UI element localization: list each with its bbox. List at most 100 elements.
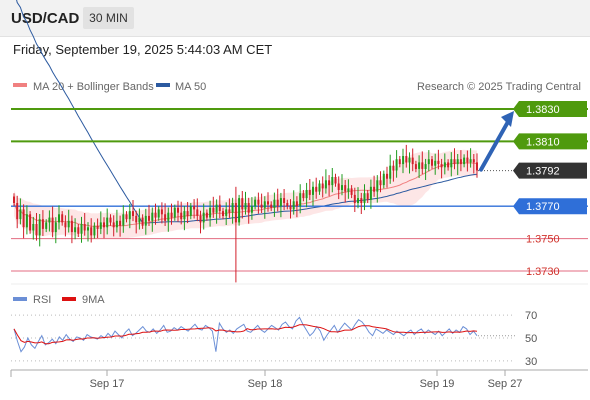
candle [32, 216, 35, 240]
rsi-tick-30: 30 [525, 356, 537, 368]
rsi-path [13, 316, 478, 353]
level-label-1.3730: 1.3730 [526, 266, 560, 278]
candle-body [270, 204, 273, 208]
rsi-ma9-line [13, 324, 478, 345]
candle [45, 219, 48, 233]
candle [472, 154, 475, 174]
candle-body [234, 203, 237, 223]
candles [13, 144, 478, 283]
candle [402, 148, 405, 174]
arrow-shaft [479, 118, 511, 172]
candle-body [54, 222, 57, 233]
candle-body [247, 203, 250, 213]
candle [376, 175, 379, 203]
currency-pair-title: USD/CAD [11, 10, 80, 27]
rsi-ma9-path [13, 324, 478, 345]
candle-body [476, 162, 478, 171]
candle [173, 204, 176, 221]
candle-body [93, 225, 96, 236]
candle [257, 192, 260, 214]
level-tag-1.3830: 1.3830 [513, 101, 587, 117]
candle [324, 169, 327, 194]
candle-body [286, 203, 289, 207]
candle-body [222, 211, 224, 216]
candle-body [347, 188, 350, 192]
candle-body [337, 183, 340, 190]
candle [424, 158, 427, 180]
ma9-legend-swatch [62, 297, 76, 301]
candle-body [353, 194, 356, 203]
candle [302, 190, 305, 202]
candle-body [70, 220, 73, 233]
level-label-1.3810: 1.3810 [526, 136, 560, 148]
candle-body [331, 177, 334, 186]
candle [273, 192, 276, 217]
candle-body [328, 180, 331, 186]
candle [305, 182, 308, 208]
candle-body [466, 157, 469, 163]
candle-body [459, 159, 462, 165]
candle [279, 192, 282, 218]
candle [463, 154, 466, 168]
level-label-1.3750: 1.3750 [526, 234, 560, 246]
candle [263, 196, 266, 219]
candle-body [199, 215, 202, 223]
candle [350, 185, 353, 199]
ma50-line [16, 0, 478, 224]
candle [312, 181, 314, 206]
candle [234, 186, 237, 283]
candle [128, 203, 131, 229]
candle [398, 156, 401, 168]
chart-datetime: Friday, September 19, 2025 5:44:03 AM CE… [13, 42, 273, 57]
candle-body [315, 186, 318, 192]
candle [443, 153, 446, 175]
candle-body [202, 212, 205, 223]
candle [244, 191, 247, 215]
candle [170, 203, 173, 225]
candle [83, 213, 86, 236]
candle-body [273, 199, 276, 208]
candle-body [103, 222, 105, 228]
candle [199, 210, 202, 234]
candle-body [51, 217, 54, 233]
candle [347, 179, 350, 199]
candle [209, 200, 212, 227]
candle [189, 203, 192, 220]
candle [61, 211, 64, 226]
candle-body [115, 220, 118, 228]
candle-body [250, 206, 253, 213]
candle-body [283, 198, 286, 203]
candle-body [254, 199, 257, 207]
candle [328, 175, 331, 197]
timeframe-button[interactable]: 30 MIN [83, 7, 134, 29]
candle [54, 217, 57, 244]
candle-body [209, 207, 212, 218]
candle [395, 150, 398, 178]
candle [119, 215, 122, 237]
candle [231, 197, 234, 224]
level-label-1.3830: 1.3830 [526, 104, 560, 116]
candle-body [418, 162, 421, 169]
candle [80, 216, 83, 243]
candle [202, 203, 205, 230]
candle [157, 206, 160, 221]
ma50-legend-label: MA 50 [175, 81, 206, 93]
candle-body [241, 198, 244, 210]
candle-body [25, 214, 28, 228]
candle [22, 204, 25, 239]
candle-body [408, 157, 411, 163]
candle-body [434, 160, 437, 166]
candle-body [360, 198, 363, 203]
candle [295, 196, 298, 218]
candle [96, 218, 99, 238]
candle [225, 202, 228, 225]
candle [58, 205, 60, 230]
candle [177, 200, 179, 222]
candle [25, 205, 28, 235]
candle-body [112, 222, 115, 228]
candle [434, 153, 437, 175]
candle [238, 194, 241, 226]
candle-body [437, 160, 440, 164]
candle-body [180, 212, 183, 220]
